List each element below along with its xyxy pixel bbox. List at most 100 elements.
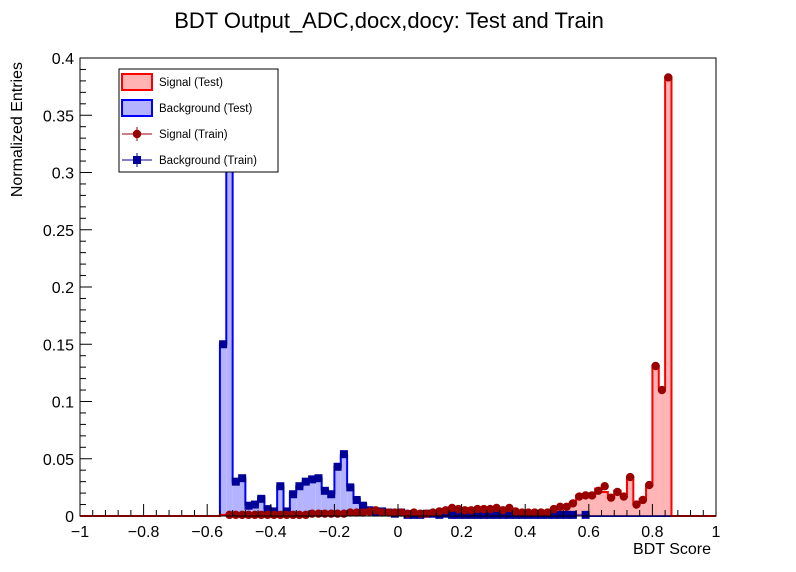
signal-train-point-54 [568,499,578,508]
background-train-point-15 [314,474,323,483]
signal-train-point-9 [282,510,291,520]
background-train-point-12 [295,482,304,491]
signal-test-bin-66 [639,498,647,516]
signal-train-point-3 [244,510,253,520]
signal-train-point-32 [428,508,438,517]
signal-train-point-12 [301,510,310,520]
y-tick-label: 0.35 [43,108,74,125]
signal-train-point-68 [657,385,667,395]
signal-test-bin-60 [601,491,608,516]
background-test-bin-6 [258,497,265,516]
chart-title: BDT Output_ADC,docx,docy: Test and Train [174,8,604,33]
background-test-bin-20 [347,486,354,516]
signal-train-point-46 [517,508,527,517]
background-test-bin-5 [251,503,259,516]
signal-train-point-27 [396,508,406,517]
signal-train-point-66 [645,480,654,490]
background-train-point-16 [320,486,329,495]
signal-train-point-63 [625,472,635,482]
signal-train-point-8 [276,510,285,520]
legend-label-1: Background (Test) [159,103,252,115]
background-train-point-2 [231,477,240,486]
signal-test-bin-57 [582,494,589,516]
signal-train-point-51 [549,504,559,514]
x-tick-label: 0 [394,524,403,541]
signal-train-point-26 [390,508,400,517]
x-tick-label: −0.4 [255,524,287,541]
background-test-bin-12 [296,486,303,516]
signal-test-bin-59 [595,488,602,516]
signal-train-point-43 [498,506,508,515]
signal-train-point-1 [231,510,241,520]
signal-train-point-60 [606,493,616,502]
plot-area: −1 −0.8 −0.6 −0.4 −0.2 0 0.2 0.4 0.6 0.8 1 0 0.05 0.… [43,51,721,541]
background-train-point-54 [562,510,571,519]
background-train-point-52 [549,510,558,519]
background-test-bin-19 [340,455,348,516]
y-tick-label: 0.4 [52,51,74,68]
x-tick-label: 0.8 [641,524,663,541]
background-train-point-17 [327,490,336,499]
background-test-bin-9 [277,486,284,516]
signal-train-points [225,73,673,520]
signal-test-bin-70 [665,77,672,516]
background-train-point-7 [263,505,272,514]
background-train-point-22 [359,501,368,510]
signal-train-point-50 [543,508,552,517]
signal-test-bin-64 [626,477,634,516]
signal-test-bin-62 [614,490,621,516]
y-tick-label: 0.1 [52,395,74,412]
background-train-point-11 [289,490,298,499]
signal-train-point-23 [371,506,380,515]
background-test-bin-14 [308,479,316,516]
signal-train-point-11 [295,510,304,520]
signal-test-bin-67 [646,485,653,516]
background-train-point-6 [257,494,266,503]
signal-train-point-45 [511,507,520,516]
x-axis-ticks: −1 −0.8 −0.6 −0.4 −0.2 0 0.2 0.4 0.6 0.8 1 [71,504,721,541]
signal-test-bin-56 [576,495,583,516]
background-train-point-9 [276,482,285,491]
signal-test-bin-61 [607,497,615,516]
signal-train-point-7 [269,510,279,520]
signal-train-point-6 [263,510,272,520]
signal-train-point-20 [352,508,361,517]
background-train-point-45 [505,510,514,519]
background-test-bin-15 [315,478,322,516]
signal-train-point-49 [536,508,546,517]
signal-test-bin-63 [620,494,627,516]
background-train-point-13 [301,477,310,486]
signal-train-point-19 [346,508,355,517]
background-train-point-3 [238,474,247,483]
signal-train-point-47 [524,508,533,517]
legend-marker-3 [133,156,141,164]
x-tick-label: −0.8 [128,524,160,541]
background-train-point-5 [250,500,259,509]
x-tick-label: −0.6 [191,524,223,541]
signal-test-bin-68 [652,366,659,516]
x-tick-label: 0.4 [514,524,536,541]
background-test-bin-2 [232,481,239,516]
signal-train-point-56 [581,491,590,500]
background-train-point-42 [486,510,495,519]
signal-train-point-25 [384,508,393,517]
x-tick-label: 0.6 [578,524,600,541]
background-test-bin-0 [219,344,227,516]
signal-train-point-35 [447,503,457,513]
signal-train-point-48 [530,508,539,517]
signal-train-point-59 [600,482,609,491]
signal-test-bin-69 [658,387,666,516]
background-train-point-55 [568,510,577,519]
signal-train-point-53 [562,502,571,512]
background-train-point-40 [473,510,482,519]
legend: Signal (Test) Background (Test) Signal (Tr… [118,68,279,173]
signal-train-point-55 [575,492,584,501]
x-tick-label: −1 [71,524,89,541]
signal-train-point-64 [632,500,641,509]
y-tick-label: 0.25 [43,223,74,240]
background-train-point-0 [219,340,228,349]
x-tick-label: 0.2 [450,524,472,541]
legend-marker-2 [132,129,142,139]
background-train-point-36 [448,510,457,519]
